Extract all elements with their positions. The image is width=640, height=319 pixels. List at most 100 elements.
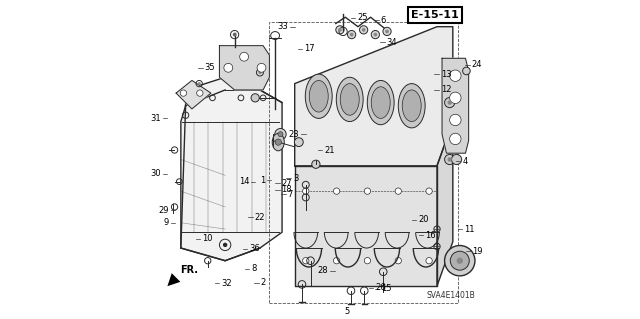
Circle shape bbox=[426, 257, 432, 264]
Circle shape bbox=[463, 67, 470, 75]
Circle shape bbox=[348, 31, 356, 39]
Text: 34: 34 bbox=[387, 38, 397, 47]
Circle shape bbox=[239, 52, 248, 61]
Text: 8: 8 bbox=[252, 264, 257, 273]
Circle shape bbox=[395, 257, 401, 264]
Circle shape bbox=[233, 33, 237, 36]
Ellipse shape bbox=[272, 133, 284, 151]
Circle shape bbox=[374, 33, 377, 36]
Text: 28: 28 bbox=[317, 266, 328, 275]
Circle shape bbox=[303, 188, 309, 194]
Ellipse shape bbox=[336, 77, 363, 122]
Polygon shape bbox=[294, 27, 453, 166]
Circle shape bbox=[336, 26, 344, 34]
Text: 25: 25 bbox=[357, 13, 368, 22]
Text: 26: 26 bbox=[375, 283, 386, 292]
Text: 20: 20 bbox=[418, 215, 429, 224]
Circle shape bbox=[223, 243, 227, 247]
Circle shape bbox=[198, 82, 201, 85]
Circle shape bbox=[383, 27, 391, 35]
Polygon shape bbox=[181, 77, 282, 261]
Circle shape bbox=[338, 28, 342, 32]
Circle shape bbox=[456, 257, 463, 264]
Text: 24: 24 bbox=[472, 60, 483, 69]
Circle shape bbox=[196, 90, 203, 96]
Circle shape bbox=[257, 63, 266, 72]
Circle shape bbox=[275, 129, 286, 140]
Text: 32: 32 bbox=[221, 279, 232, 288]
Text: 7: 7 bbox=[288, 190, 293, 199]
Circle shape bbox=[450, 92, 461, 104]
Circle shape bbox=[251, 94, 259, 102]
Circle shape bbox=[364, 257, 371, 264]
Circle shape bbox=[349, 33, 353, 36]
Polygon shape bbox=[437, 122, 453, 286]
Text: SVA4E1401B: SVA4E1401B bbox=[426, 291, 475, 300]
Circle shape bbox=[426, 188, 432, 194]
Ellipse shape bbox=[309, 80, 328, 112]
Circle shape bbox=[450, 133, 461, 145]
Circle shape bbox=[303, 257, 309, 264]
Circle shape bbox=[180, 90, 186, 96]
Circle shape bbox=[259, 71, 262, 74]
Text: FR.: FR. bbox=[180, 265, 198, 275]
Circle shape bbox=[364, 188, 371, 194]
Circle shape bbox=[451, 251, 469, 270]
Circle shape bbox=[224, 63, 233, 72]
Text: 13: 13 bbox=[441, 70, 451, 78]
Polygon shape bbox=[176, 80, 211, 109]
Text: 5: 5 bbox=[345, 307, 350, 316]
Circle shape bbox=[447, 157, 452, 162]
Text: 30: 30 bbox=[150, 169, 161, 178]
Circle shape bbox=[447, 100, 452, 105]
Polygon shape bbox=[220, 46, 269, 90]
Text: E-15-11: E-15-11 bbox=[411, 10, 459, 20]
Circle shape bbox=[362, 28, 365, 32]
Circle shape bbox=[333, 188, 340, 194]
Text: 2: 2 bbox=[260, 278, 266, 287]
Text: 14: 14 bbox=[239, 177, 249, 186]
Text: 29: 29 bbox=[158, 206, 169, 215]
Text: 6: 6 bbox=[381, 16, 386, 25]
Text: 36: 36 bbox=[249, 244, 260, 253]
Text: 21: 21 bbox=[324, 145, 335, 154]
Text: 17: 17 bbox=[304, 44, 315, 53]
Text: 22: 22 bbox=[255, 212, 265, 222]
Ellipse shape bbox=[305, 74, 332, 118]
Circle shape bbox=[278, 132, 283, 137]
Circle shape bbox=[312, 160, 320, 168]
Circle shape bbox=[395, 188, 401, 194]
Ellipse shape bbox=[371, 87, 390, 118]
Circle shape bbox=[385, 30, 389, 33]
Text: 9: 9 bbox=[164, 218, 169, 227]
Text: 33: 33 bbox=[278, 22, 289, 31]
Text: 18: 18 bbox=[282, 185, 292, 194]
Text: 12: 12 bbox=[441, 85, 451, 94]
Polygon shape bbox=[294, 166, 437, 286]
Ellipse shape bbox=[367, 80, 394, 125]
Circle shape bbox=[450, 114, 461, 126]
Circle shape bbox=[371, 31, 380, 39]
Text: 31: 31 bbox=[150, 114, 161, 123]
Text: 11: 11 bbox=[464, 225, 474, 234]
Text: 16: 16 bbox=[425, 231, 436, 240]
Ellipse shape bbox=[340, 84, 359, 115]
Circle shape bbox=[445, 154, 454, 165]
Circle shape bbox=[294, 138, 303, 146]
Circle shape bbox=[450, 70, 461, 81]
Text: 19: 19 bbox=[472, 247, 483, 256]
Circle shape bbox=[445, 98, 454, 108]
Circle shape bbox=[333, 257, 340, 264]
Circle shape bbox=[452, 154, 461, 165]
Text: 23: 23 bbox=[289, 130, 300, 139]
Circle shape bbox=[445, 246, 475, 276]
Text: 1: 1 bbox=[260, 175, 266, 185]
Polygon shape bbox=[442, 58, 468, 153]
Text: 4: 4 bbox=[462, 157, 468, 166]
Circle shape bbox=[275, 139, 282, 145]
Ellipse shape bbox=[398, 84, 425, 128]
Text: 35: 35 bbox=[205, 63, 215, 72]
Ellipse shape bbox=[402, 90, 421, 122]
Text: 27: 27 bbox=[282, 179, 292, 188]
Text: 15: 15 bbox=[381, 284, 392, 293]
